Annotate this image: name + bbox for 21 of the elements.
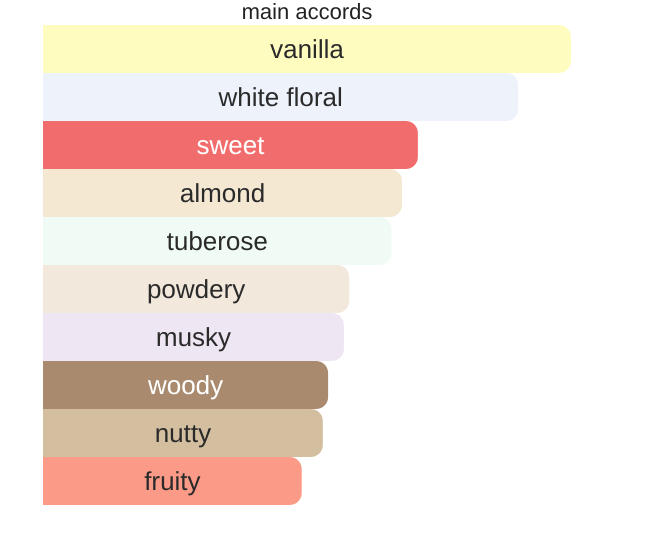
y-tick-label: woody [146,370,224,400]
chart-title: main accords [242,0,372,24]
bar [43,217,392,265]
bar [43,25,571,73]
bar [43,409,323,457]
y-tick-label: white floral [217,82,343,112]
bar [43,457,302,505]
y-tick-label: almond [180,178,266,208]
bar [43,313,344,361]
y-tick-label: tuberose [166,226,268,256]
y-tick-label: fruity [144,466,201,496]
y-tick-label: nutty [154,418,212,448]
y-tick-label: powdery [146,274,246,304]
bar [43,361,328,409]
y-tick-label: sweet [196,130,266,160]
y-tick-label: musky [156,322,232,352]
bar [43,169,402,217]
y-tick-label: vanilla [270,34,344,64]
bar [43,121,418,169]
bar [43,73,518,121]
bar [43,265,350,313]
